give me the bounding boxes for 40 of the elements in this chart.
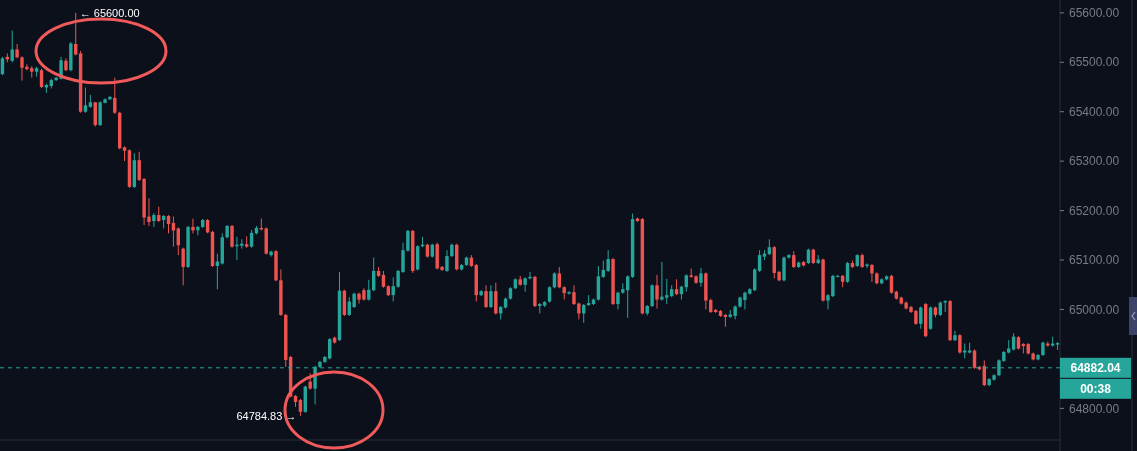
text: 00:38 bbox=[1080, 382, 1112, 396]
y-tick-label: 65200.00 bbox=[1069, 203, 1120, 218]
candlestick bbox=[572, 284, 576, 306]
candlestick bbox=[650, 283, 654, 308]
y-tick-label: 65300.00 bbox=[1069, 154, 1120, 169]
candlestick bbox=[699, 267, 703, 288]
candlestick bbox=[606, 249, 610, 273]
candlestick bbox=[567, 290, 571, 296]
candlestick bbox=[152, 212, 156, 228]
candlestick bbox=[10, 30, 14, 63]
annotation: ← 65600.00 bbox=[79, 6, 140, 19]
candlestick bbox=[523, 276, 527, 293]
y-tick-label: 65500.00 bbox=[1069, 55, 1120, 70]
candlestick bbox=[83, 87, 88, 114]
candlestick bbox=[230, 224, 234, 249]
candlestick bbox=[787, 253, 791, 260]
candlestick bbox=[191, 218, 195, 234]
candlestick bbox=[596, 265, 601, 302]
candlestick bbox=[108, 95, 112, 101]
candlestick bbox=[269, 250, 273, 258]
candlestick bbox=[782, 256, 786, 282]
candlestick bbox=[445, 249, 449, 273]
candlestick bbox=[958, 333, 962, 354]
ref-line-label: 64882.04 bbox=[1070, 361, 1121, 375]
candlestick bbox=[660, 261, 664, 302]
candlestick bbox=[484, 284, 488, 309]
candlestick bbox=[367, 279, 371, 302]
candlestick bbox=[489, 284, 493, 309]
y-tick-label: 64800.00 bbox=[1069, 401, 1120, 416]
candlestick bbox=[953, 330, 957, 342]
candlestick bbox=[865, 263, 869, 269]
candlestick bbox=[870, 263, 874, 283]
candlestick bbox=[494, 282, 498, 315]
candlestick bbox=[181, 247, 185, 286]
y-tick-label: 65100.00 bbox=[1069, 253, 1120, 268]
y-tick-label: 65600.00 bbox=[1069, 6, 1120, 21]
y-tick-label: 65400.00 bbox=[1069, 104, 1120, 119]
candlestick bbox=[655, 274, 659, 309]
y-tick-label: 65000.00 bbox=[1069, 302, 1120, 317]
annotation: 64784.83 → bbox=[236, 409, 297, 422]
